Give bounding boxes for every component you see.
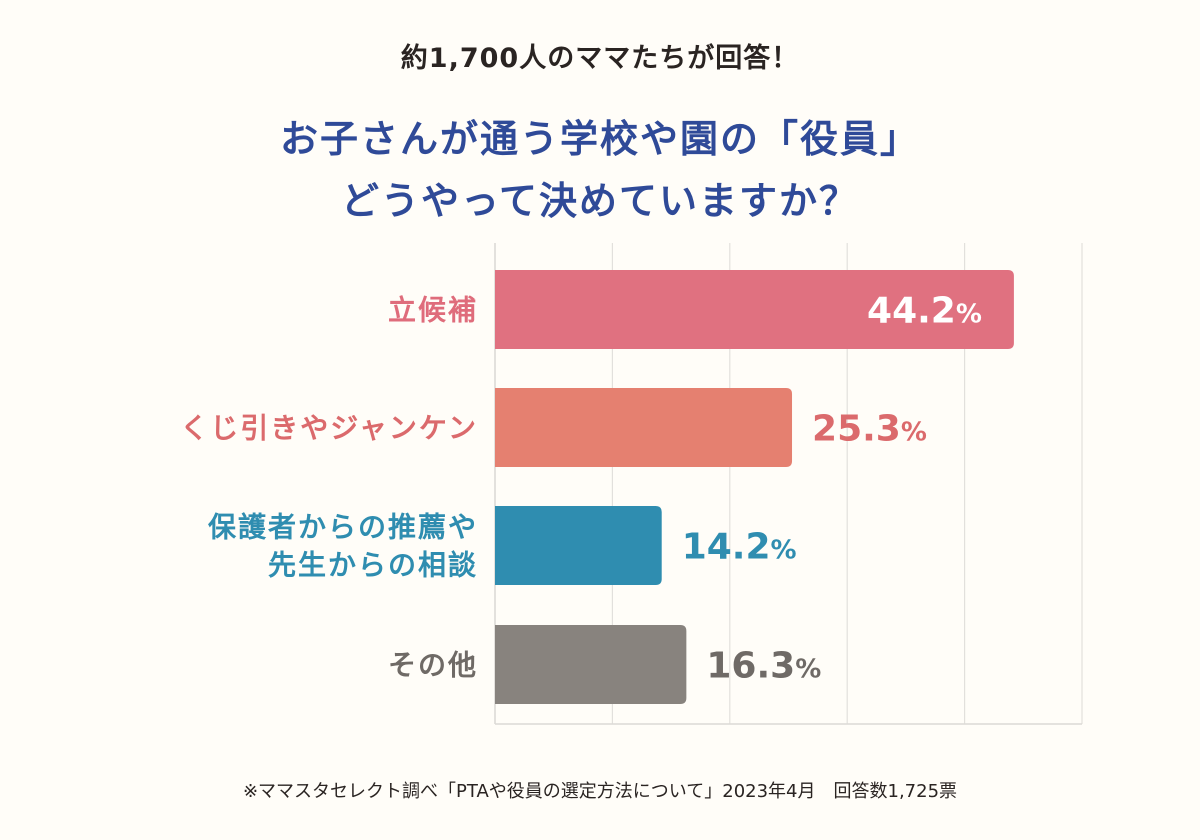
category-label: 保護者からの推薦や xyxy=(208,511,478,544)
bar xyxy=(495,625,687,704)
subtitle: 約1,700人のママたちが回答！ xyxy=(400,43,800,74)
data-label: 16.3% xyxy=(706,646,821,687)
category-label: くじ引きやジャンケン xyxy=(180,412,478,445)
chart-title-line2: どうやって決めていますか？ xyxy=(340,179,860,223)
bar xyxy=(495,270,1014,349)
source-note: ※ママスタセレクト調べ「PTAや役員の選定方法について」2023年4月 回答数1… xyxy=(242,781,958,802)
category-label: 立候補 xyxy=(388,294,478,327)
data-label: 44.2% xyxy=(867,291,982,332)
data-label: 14.2% xyxy=(682,527,797,568)
bar xyxy=(495,506,662,585)
category-label: その他 xyxy=(388,649,478,682)
bar xyxy=(495,388,793,467)
category-label: 先生からの相談 xyxy=(268,549,478,582)
data-label: 25.3% xyxy=(812,409,927,450)
chart-title-line1: お子さんが通う学校や園の「役員」 xyxy=(279,117,920,161)
